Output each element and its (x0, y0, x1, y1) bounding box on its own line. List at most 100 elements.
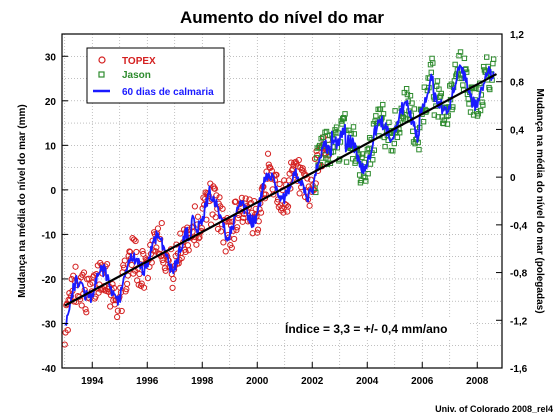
topex-point (194, 213, 202, 220)
topex-point (154, 225, 162, 232)
legend-label-smooth: 60 dias de calmaria (122, 87, 214, 98)
topex-point (182, 248, 189, 256)
jason-point (316, 142, 323, 149)
topex-point (83, 309, 90, 316)
topex-point (126, 248, 133, 255)
topex-point (233, 227, 240, 234)
legend-marker-topex (98, 56, 106, 64)
jason-point (339, 121, 345, 127)
jason-point (365, 170, 371, 177)
chart-title: Aumento do nível do mar (180, 8, 384, 27)
y-tick-label: 30 (45, 52, 57, 63)
topex-point (72, 263, 79, 270)
topex-point (228, 244, 235, 251)
x-tick-label: 2000 (246, 376, 269, 387)
topex-point (129, 235, 136, 242)
jason-point (461, 55, 468, 62)
topex-point (64, 326, 71, 334)
topex-point (68, 276, 75, 283)
topex-point (264, 150, 272, 157)
topex-point (184, 242, 192, 249)
y-axis-right-label: Mudança na média do nível do mar (polega… (534, 88, 545, 313)
topex-point (132, 237, 139, 245)
jason-point (373, 113, 379, 119)
jason-point (333, 124, 340, 130)
y2-tick-label: 1,2 (510, 30, 524, 41)
x-tick-label: 2002 (301, 376, 324, 387)
jason-point (403, 116, 409, 122)
topex-point (254, 226, 262, 233)
x-tick-label: 1994 (81, 376, 104, 387)
jason-point (429, 55, 435, 62)
jason-point (370, 157, 376, 163)
jason-point (477, 107, 484, 114)
topex-point (231, 235, 238, 243)
jason-point (397, 130, 403, 136)
jason-point (460, 82, 466, 88)
plot-frame (61, 33, 503, 369)
topex-point (162, 267, 169, 274)
jason-point (392, 108, 398, 114)
topex-point (229, 218, 236, 225)
jason-point (440, 120, 447, 127)
jason-point (452, 61, 458, 68)
jason-point (416, 146, 422, 153)
jason-point (361, 159, 367, 166)
topex-point (213, 192, 220, 199)
y2-tick-label: 0 (510, 173, 516, 184)
topex-point (261, 195, 269, 202)
jason-point (420, 118, 427, 125)
jason-point (380, 111, 387, 117)
jason-point (490, 60, 496, 67)
topex-point (240, 214, 247, 221)
topex-point (222, 248, 229, 255)
topex-point (212, 214, 219, 221)
topex-point (284, 203, 292, 210)
topex-point (195, 235, 202, 242)
jason-point (430, 60, 436, 66)
topex-point (121, 257, 128, 264)
legend-label-jason: Jason (122, 70, 151, 81)
jason-point (435, 114, 441, 120)
jason-point (456, 52, 462, 59)
jason-point (484, 54, 490, 60)
topex-point (160, 259, 167, 266)
jason-point (444, 121, 451, 127)
x-tick-label: 1998 (191, 376, 214, 387)
jason-point (466, 101, 472, 107)
topex-point (273, 171, 280, 178)
y-axis-left-label: Mudança na média do nível do mar (mm) (17, 104, 28, 297)
y2-tick-label: 0,4 (510, 125, 524, 136)
jason-point (409, 100, 415, 106)
x-tick-label: 2008 (466, 376, 489, 387)
jason-point (480, 102, 486, 108)
jason-point (434, 78, 441, 84)
topex-point (170, 275, 177, 283)
topex-point (249, 230, 256, 237)
jason-point (490, 56, 497, 62)
topex-point (267, 164, 274, 171)
legend-marker-jason (98, 71, 105, 78)
topex-point (216, 194, 223, 201)
jason-point (351, 131, 357, 137)
jason-point (320, 134, 326, 141)
credit-text: Univ. of Colorado 2008_rel4 (435, 404, 553, 414)
topex-point (276, 180, 283, 188)
y-axis-left: -40 -30 -20 -10 0 10 20 30 (42, 52, 68, 375)
y2-tick-label: -1,6 (510, 364, 528, 375)
jason-point (380, 101, 386, 108)
jason-point (366, 145, 372, 152)
y-tick-label: -30 (42, 319, 57, 330)
annotation-background (280, 318, 470, 338)
x-axis: 1994 1996 1998 2000 2002 2004 2006 2008 (81, 362, 489, 387)
legend-label-topex: TOPEX (122, 56, 156, 67)
topex-point (211, 185, 218, 192)
jason-point (367, 161, 374, 167)
jason-point (386, 119, 392, 126)
jason-point (467, 109, 474, 115)
jason-point (465, 96, 471, 102)
jason-point (323, 128, 330, 135)
jason-point (437, 94, 443, 101)
jason-point (438, 90, 444, 97)
x-tick-label: 2004 (356, 376, 379, 387)
